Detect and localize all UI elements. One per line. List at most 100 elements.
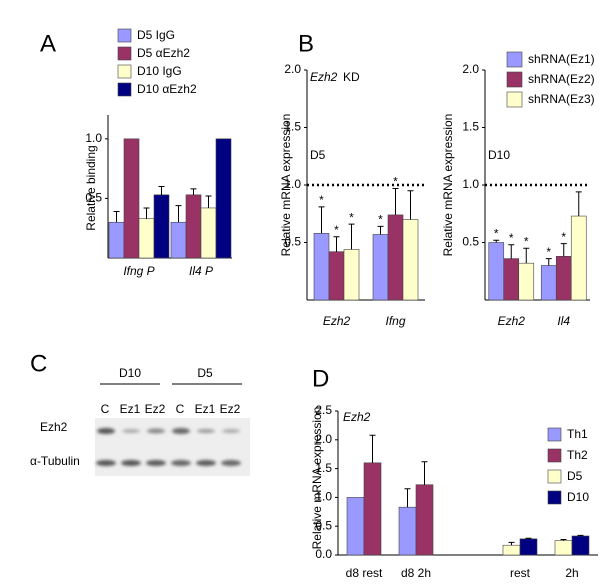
legend-label: D10 <box>567 490 589 504</box>
bar <box>343 249 360 301</box>
bar <box>200 207 217 259</box>
error-bar <box>575 191 582 217</box>
legend-swatch <box>117 82 132 97</box>
legend-swatch <box>547 469 562 484</box>
y-tick-label: 1.5 <box>462 120 479 134</box>
legend-label: D10 αEzh2 <box>137 82 197 96</box>
y-axis-label: Relative mRNA expression <box>310 407 324 550</box>
bar <box>372 234 389 301</box>
bar <box>123 138 140 259</box>
legend-swatch <box>506 91 523 108</box>
error-bar <box>369 434 376 463</box>
error-bar <box>205 195 212 208</box>
bar <box>402 219 419 301</box>
error-bar <box>190 188 197 195</box>
error-bar <box>407 190 414 220</box>
legend-label: D10 IgG <box>137 64 182 78</box>
error-bar <box>560 538 567 541</box>
legend-swatch <box>506 71 523 88</box>
lane-label: Ez1 <box>195 402 216 416</box>
annotation: Ezh2 <box>310 70 338 84</box>
error-bar <box>421 461 428 485</box>
error-bar <box>158 186 165 195</box>
y-tick-label: 0.5 <box>462 235 479 249</box>
error-bar <box>508 541 515 546</box>
error-bar <box>348 223 355 250</box>
y-tick-label: 2.5 <box>315 403 332 417</box>
legend-label: Th1 <box>567 427 588 441</box>
y-tick-label: 1.0 <box>284 177 301 191</box>
bar <box>570 215 587 301</box>
error-bar <box>377 225 384 235</box>
bar <box>346 497 365 556</box>
bar <box>519 538 538 556</box>
significance-label: * <box>349 210 354 224</box>
error-bar <box>404 488 411 508</box>
y-tick-label: 2.0 <box>315 432 332 446</box>
legend-label: D5 <box>567 469 583 483</box>
x-tick-label: d8 2h <box>401 566 431 580</box>
bar <box>387 214 404 301</box>
bar <box>215 138 232 259</box>
significance-label: * <box>378 213 383 227</box>
y-tick-label: 2.0 <box>284 62 301 76</box>
x-tick-label: Il4 <box>557 314 570 328</box>
annotation: Ezh2 <box>343 410 371 424</box>
significance-label: * <box>319 193 324 207</box>
y-tick-label: 0.5 <box>85 191 102 205</box>
bar <box>488 242 505 301</box>
error-bar <box>577 534 584 536</box>
bar <box>554 540 573 556</box>
significance-label: * <box>524 234 529 248</box>
bar <box>502 544 521 556</box>
legend-swatch <box>547 490 562 505</box>
significance-label: * <box>393 175 398 189</box>
y-tick-label: 1.0 <box>462 177 479 191</box>
bar <box>363 462 382 556</box>
annotation: D10 <box>488 148 510 162</box>
y-axis-label: Relative binding <box>84 145 98 230</box>
y-tick-label: 2.0 <box>462 62 479 76</box>
panel-label: B <box>298 30 314 57</box>
lane-label: Ez2 <box>220 402 241 416</box>
y-axis-label: Relative mRNA expression <box>441 114 455 257</box>
x-tick-label: 2h <box>565 566 578 580</box>
group-label: D5 <box>197 366 213 380</box>
error-bar <box>143 207 150 219</box>
bar <box>153 194 170 259</box>
legend-swatch <box>117 28 132 43</box>
error-bar <box>392 187 399 215</box>
lane-label: Ez1 <box>120 402 141 416</box>
error-bar <box>493 239 500 243</box>
error-bar <box>545 258 552 266</box>
error-bar <box>508 244 515 259</box>
bar <box>571 535 590 556</box>
legend-swatch <box>117 64 132 79</box>
y-axis-label: Relative mRNA expression <box>279 114 293 257</box>
bar <box>398 506 417 556</box>
legend-swatch <box>117 46 132 61</box>
blot-background <box>95 418 250 476</box>
lane-label: C <box>176 402 185 416</box>
significance-label: * <box>494 226 499 240</box>
row-label: Ezh2 <box>40 420 68 434</box>
error-bar <box>525 537 532 539</box>
bar <box>185 194 202 259</box>
bar <box>415 484 434 556</box>
legend-label: Th2 <box>567 448 588 462</box>
legend-label: D5 IgG <box>137 28 175 42</box>
significance-label: * <box>509 231 514 245</box>
bar <box>313 233 330 301</box>
bar <box>138 218 155 259</box>
x-tick-label: Il4 P <box>189 264 213 278</box>
significance-label: * <box>334 223 339 237</box>
legend-swatch <box>506 51 523 68</box>
x-tick-label: Ezh2 <box>498 314 526 328</box>
error-bar <box>560 243 567 257</box>
x-tick-label: rest <box>510 566 531 580</box>
panel-label: A <box>40 30 56 57</box>
bar <box>108 221 125 259</box>
legend-label: D5 αEzh2 <box>137 46 190 60</box>
x-tick-label: d8 rest <box>346 566 383 580</box>
